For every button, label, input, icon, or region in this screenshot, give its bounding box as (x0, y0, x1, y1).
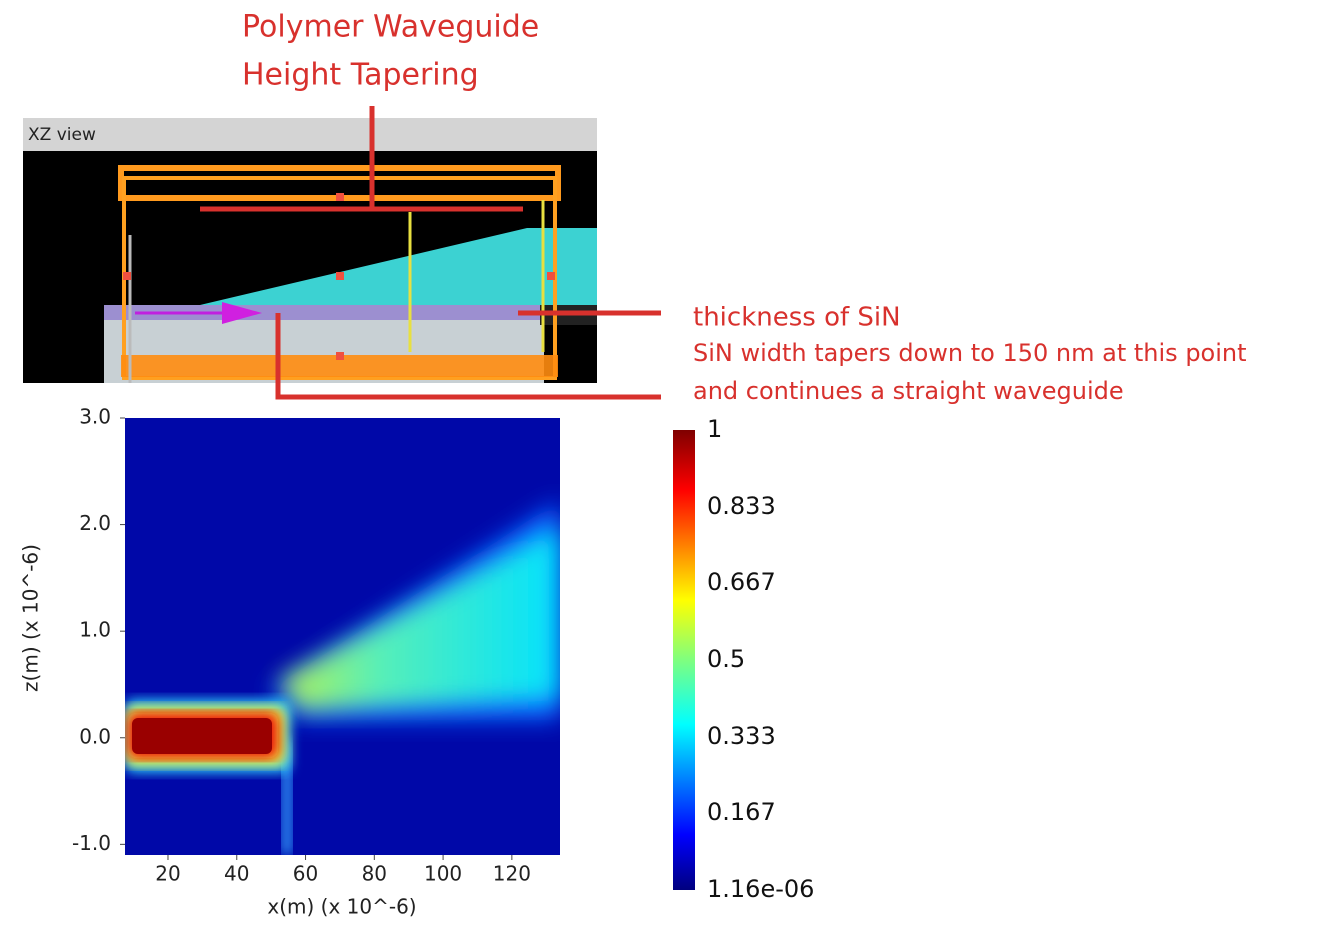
colorbar-tick-label: 1.16e-06 (707, 875, 814, 903)
y-axis-label: z(m) (x 10^-6) (19, 544, 43, 692)
colorbar-tick-label: 1 (707, 415, 722, 443)
region-box (121, 355, 558, 377)
axes: x(m) (x 10^-6) z(m) (x 10^-6) 20 40 60 80 10… (19, 405, 815, 919)
annotation: Height Tapering (242, 58, 479, 93)
annotation: Polymer Waveguide (242, 10, 539, 45)
polymer-taper (200, 228, 597, 305)
x-tick-label: 80 (362, 862, 387, 886)
x-tick-label: 120 (493, 862, 531, 886)
annotation: SiN width tapers down to 150 nm at this … (693, 339, 1247, 367)
field-beam (280, 525, 560, 710)
field-streak (282, 740, 292, 855)
field-image (125, 418, 560, 855)
handle (336, 272, 344, 280)
colorbar-tick-label: 0.167 (707, 798, 776, 826)
colorbar (673, 430, 695, 890)
x-tick-label: 40 (224, 862, 249, 886)
x-tick-label: 60 (293, 862, 318, 886)
xz-view: XZ view (23, 118, 597, 383)
x-tick-label: 20 (155, 862, 180, 886)
y-tick-label: 2.0 (79, 511, 111, 535)
annotation: thickness of SiN (693, 303, 901, 333)
field-core (132, 718, 272, 754)
panel-header (23, 118, 597, 151)
handle (547, 272, 555, 280)
colorbar-tick-label: 0.333 (707, 722, 776, 750)
x-tick-label: 100 (424, 862, 462, 886)
y-tick-label: -1.0 (72, 831, 111, 855)
source-arrow (222, 302, 262, 324)
y-tick-label: 1.0 (79, 618, 111, 642)
x-axis-label: x(m) (x 10^-6) (267, 895, 416, 919)
y-tick-label: 0.0 (79, 724, 111, 748)
pointer (275, 313, 661, 400)
annotations: Polymer Waveguide Height Tapering thickn… (200, 10, 1247, 405)
colorbar-tick-label: 0.833 (707, 492, 776, 520)
panel-title: XZ view (28, 125, 96, 145)
handle (123, 272, 131, 280)
handle (336, 193, 344, 201)
colorbar-tick-label: 0.5 (707, 645, 745, 673)
handle (336, 352, 344, 360)
colorbar-tick-label: 0.667 (707, 568, 776, 596)
y-tick-label: 3.0 (79, 405, 111, 429)
annotation: and continues a straight waveguide (693, 377, 1124, 405)
sin-layer (104, 305, 544, 320)
